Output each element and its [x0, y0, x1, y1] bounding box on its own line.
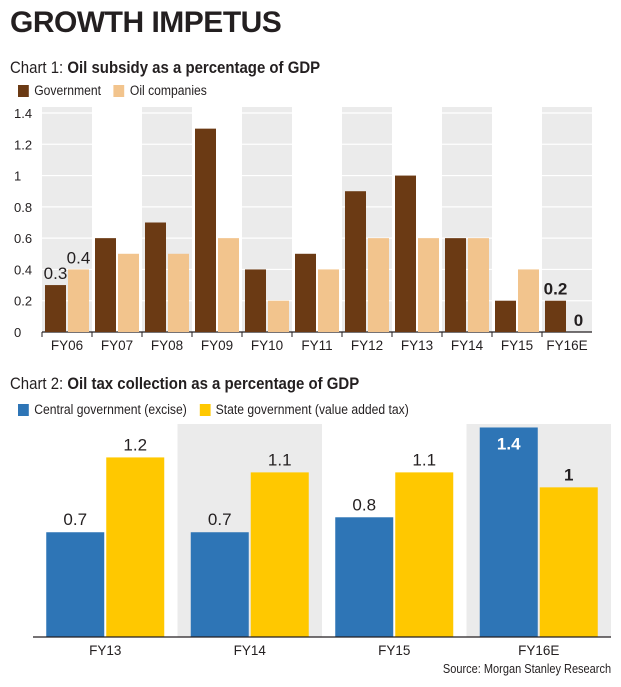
- value-label-fy06-0: 0.3: [44, 264, 68, 283]
- bar-state-government-value-added-tax--fy13: [106, 457, 165, 637]
- bar-central-government-excise--fy16e: [479, 427, 538, 637]
- chart2-title-prefix: Chart 2:: [10, 374, 68, 393]
- state-swatch: [199, 403, 211, 416]
- bar-oil-companies-fy13: [418, 238, 439, 332]
- bar-central-government-excise--fy15: [335, 517, 394, 637]
- y-tick-label-0-4: 0.4: [14, 262, 32, 277]
- bar-oil-companies-fy07: [118, 253, 139, 332]
- legend-label-oil-companies: Oil companies: [129, 83, 207, 98]
- x-tick-label-fy13: FY13: [401, 338, 433, 353]
- bar-oil-companies-fy06: [68, 269, 89, 332]
- chart1-plot: 0 0.2 0.4 0.6 0.8 1 1.2 1.4 FY06 FY07 FY08 FY09 FY10…: [14, 106, 592, 353]
- headline: GROWTH IMPETUS: [10, 6, 282, 39]
- chart2-title-main: Oil tax collection as a percentage of GD…: [67, 374, 360, 393]
- x-tick-label-fy16e: FY16E: [518, 643, 559, 658]
- bar-oil-companies-fy08: [168, 253, 189, 332]
- x-tick-label-fy06: FY06: [51, 338, 83, 353]
- bar-state-government-value-added-tax--fy15: [395, 472, 454, 637]
- value-label-fy16e-1: 0: [574, 311, 583, 330]
- chart1-legend-government: Government: [18, 83, 101, 98]
- bar-state-government-value-added-tax--fy14: [250, 472, 309, 637]
- central-swatch: [18, 403, 29, 416]
- chart2-legend-state: State government (value added tax): [199, 402, 409, 417]
- value-label-state-government-value-added-tax--fy13: 1.2: [123, 435, 147, 454]
- bar-government-fy14: [445, 238, 466, 332]
- bar-oil-companies-fy10: [268, 300, 289, 332]
- bar-oil-companies-fy15: [518, 269, 539, 332]
- y-tick-label-1: 1: [14, 169, 21, 184]
- bar-government-fy10: [245, 269, 266, 332]
- bar-government-fy06: [45, 285, 66, 332]
- x-tick-label-fy08: FY08: [151, 338, 183, 353]
- x-tick-label-fy16e: FY16E: [546, 338, 587, 353]
- x-tick-label-fy11: FY11: [301, 338, 332, 353]
- chart2-title: Chart 2: Oil tax collection as a percent…: [10, 374, 359, 394]
- x-tick-label-fy15: FY15: [378, 643, 410, 658]
- x-tick-label-fy15: FY15: [501, 338, 533, 353]
- y-tick-label-0-6: 0.6: [14, 231, 32, 246]
- x-tick-label-fy09: FY09: [201, 338, 233, 353]
- chart1-legend-oil-companies: Oil companies: [113, 83, 207, 98]
- chart2-legend-central: Central government (excise): [18, 402, 187, 417]
- bar-central-government-excise--fy13: [46, 532, 105, 637]
- bar-government-fy09: [195, 128, 216, 332]
- x-tick-label-fy14: FY14: [451, 338, 484, 353]
- government-swatch: [18, 84, 29, 97]
- legend-label-state: State government (value added tax): [215, 402, 409, 417]
- bar-oil-companies-fy09: [218, 238, 239, 332]
- bar-government-fy16e: [545, 300, 566, 332]
- y-tick-label-0-2: 0.2: [14, 294, 32, 309]
- x-tick-label-fy13: FY13: [89, 643, 121, 658]
- bar-government-fy11: [295, 253, 316, 332]
- bar-oil-companies-fy12: [368, 238, 389, 332]
- chart1-title-prefix: Chart 1:: [10, 58, 68, 77]
- chart2-legend: Central government (excise) State govern…: [18, 402, 421, 417]
- value-label-central-government-excise--fy16e: 1.4: [497, 434, 521, 453]
- bar-oil-companies-fy11: [318, 269, 339, 332]
- y-tick-label-1-4: 1.4: [14, 106, 32, 121]
- legend-label-government: Government: [34, 83, 102, 98]
- value-label-fy16e-0: 0.2: [544, 280, 568, 299]
- bar-government-fy15: [495, 300, 516, 332]
- value-label-fy06-1: 0.4: [67, 248, 91, 267]
- chart1-legend: Government Oil companies: [18, 83, 219, 98]
- source-note: Source: Morgan Stanley Research: [442, 662, 611, 676]
- chart1-title-main: Oil subsidy as a percentage of GDP: [67, 58, 321, 77]
- x-tick-label-fy07: FY07: [101, 338, 133, 353]
- bar-government-fy08: [145, 222, 166, 332]
- value-label-state-government-value-added-tax--fy14: 1.1: [268, 450, 292, 469]
- value-label-state-government-value-added-tax--fy15: 1.1: [412, 450, 436, 469]
- x-tick-label-fy14: FY14: [234, 643, 267, 658]
- bar-central-government-excise--fy14: [190, 532, 249, 637]
- bar-government-fy13: [395, 175, 416, 332]
- bar-government-fy07: [95, 238, 116, 332]
- legend-label-central: Central government (excise): [34, 402, 187, 417]
- x-tick-label-fy10: FY10: [251, 338, 283, 353]
- chart1-title: Chart 1: Oil subsidy as a percentage of …: [10, 58, 320, 78]
- y-tick-label-1-2: 1.2: [14, 137, 32, 152]
- y-tick-label-0: 0: [14, 325, 21, 340]
- bar-oil-companies-fy14: [468, 238, 489, 332]
- oil-companies-swatch: [113, 84, 125, 97]
- value-label-state-government-value-added-tax--fy16e: 1: [564, 465, 573, 484]
- value-label-central-government-excise--fy13: 0.7: [63, 510, 87, 529]
- y-tick-label-0-8: 0.8: [14, 200, 32, 215]
- bar-state-government-value-added-tax--fy16e: [539, 487, 598, 637]
- value-label-central-government-excise--fy15: 0.8: [352, 495, 376, 514]
- x-tick-label-fy12: FY12: [351, 338, 383, 353]
- bar-government-fy12: [345, 191, 366, 332]
- value-label-central-government-excise--fy14: 0.7: [208, 510, 232, 529]
